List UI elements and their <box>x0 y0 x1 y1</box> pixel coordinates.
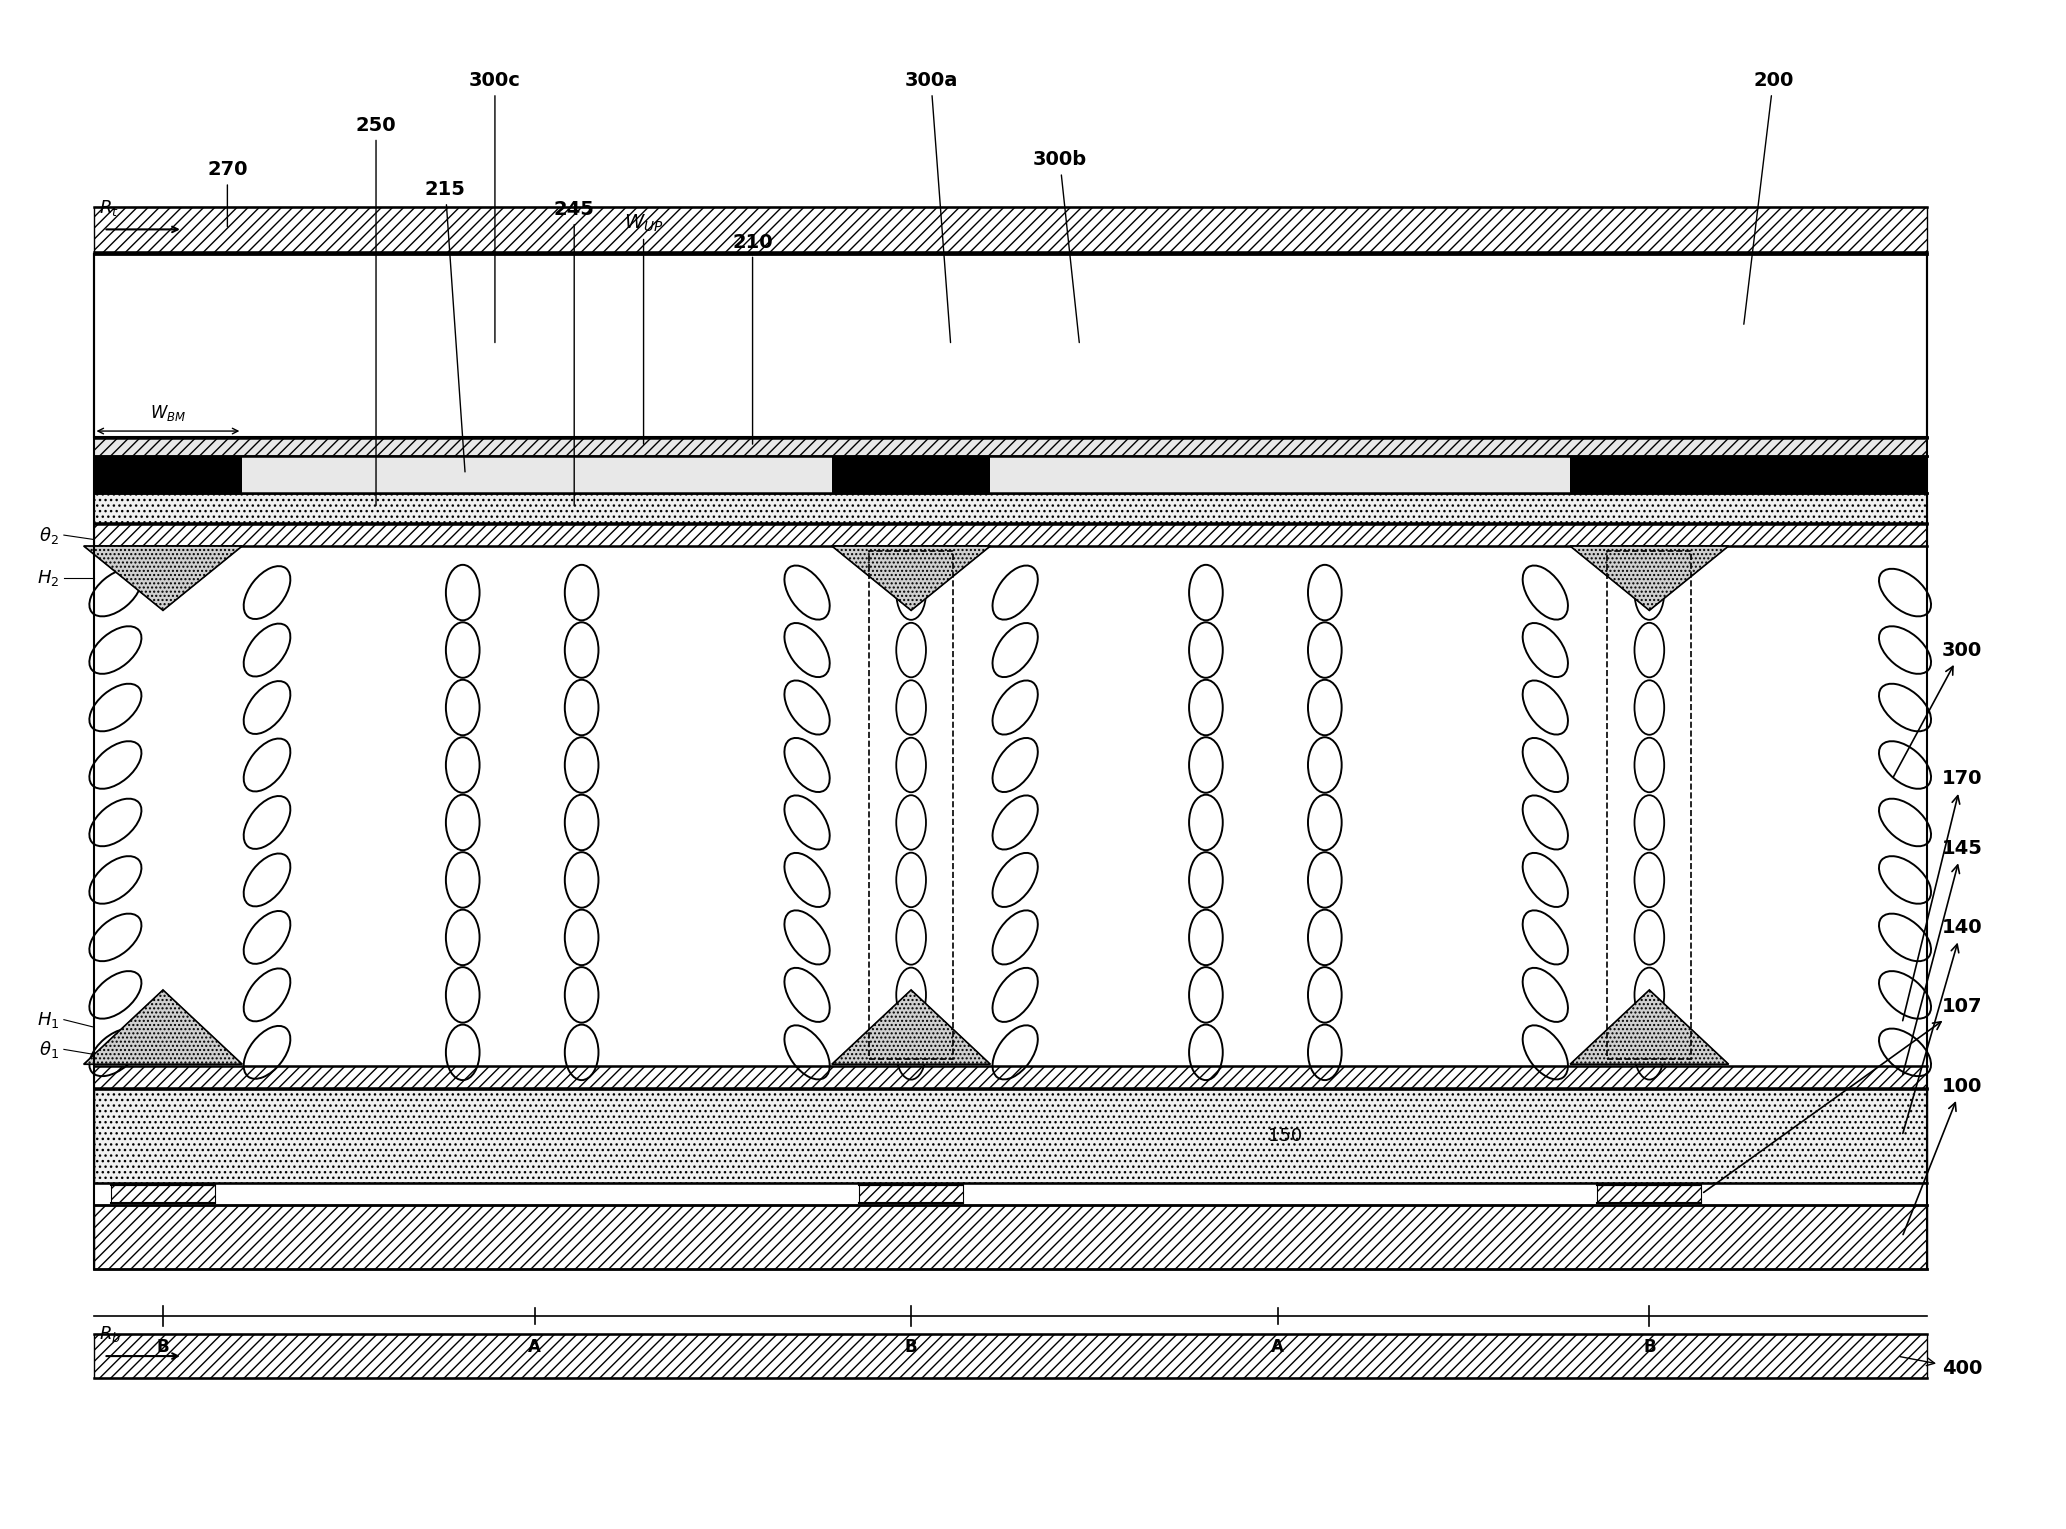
Text: $W_{UP}$: $W_{UP}$ <box>624 213 663 443</box>
Text: 300c: 300c <box>469 72 521 342</box>
Text: $R_b$: $R_b$ <box>99 1324 120 1344</box>
Polygon shape <box>833 546 990 610</box>
Polygon shape <box>85 546 242 610</box>
Text: $\theta_2$: $\theta_2$ <box>39 524 60 546</box>
Bar <box>93 206 1928 252</box>
Bar <box>93 1333 1928 1378</box>
Polygon shape <box>85 989 242 1064</box>
Text: 100: 100 <box>1903 1076 1981 1234</box>
Bar <box>93 1205 1928 1269</box>
Polygon shape <box>833 989 990 1064</box>
Text: $H_1$: $H_1$ <box>37 1009 60 1029</box>
Bar <box>93 254 1928 437</box>
Text: 245: 245 <box>554 200 595 506</box>
Bar <box>112 1185 215 1203</box>
Text: 200: 200 <box>1744 72 1793 324</box>
Text: 210: 210 <box>731 232 773 443</box>
Text: 145: 145 <box>1903 839 1983 1075</box>
Text: 140: 140 <box>1903 917 1981 1133</box>
Text: $H_2$: $H_2$ <box>37 569 60 589</box>
Text: 215: 215 <box>426 180 465 472</box>
Bar <box>93 456 1928 494</box>
Text: $R_t$: $R_t$ <box>99 197 118 217</box>
Bar <box>93 524 1928 546</box>
Bar <box>242 456 833 494</box>
Text: A: A <box>1271 1338 1285 1356</box>
Text: 400: 400 <box>1901 1356 1981 1378</box>
Bar <box>870 550 952 1060</box>
Text: 107: 107 <box>1704 997 1981 1193</box>
Text: 250: 250 <box>355 116 397 506</box>
Bar <box>93 437 1928 456</box>
Bar <box>93 546 1928 1064</box>
Bar <box>93 494 1928 523</box>
Text: $\theta_1$: $\theta_1$ <box>39 1038 60 1060</box>
Text: 170: 170 <box>1903 769 1981 1021</box>
Text: 270: 270 <box>207 161 248 226</box>
Text: B: B <box>157 1338 169 1356</box>
Text: $W_{BM}$: $W_{BM}$ <box>151 404 186 424</box>
Bar <box>93 1089 1928 1183</box>
Text: B: B <box>1642 1338 1655 1356</box>
Text: B: B <box>905 1338 917 1356</box>
Bar <box>1597 1185 1702 1203</box>
Text: 300: 300 <box>1892 641 1981 777</box>
Bar <box>859 1185 963 1203</box>
Text: 300a: 300a <box>905 72 959 342</box>
Polygon shape <box>1570 989 1729 1064</box>
Text: 300b: 300b <box>1033 150 1087 342</box>
Bar <box>93 1066 1928 1089</box>
Bar <box>1607 550 1692 1060</box>
Bar <box>990 456 1570 494</box>
Text: 150: 150 <box>1269 1127 1302 1145</box>
Polygon shape <box>1570 546 1729 610</box>
Text: A: A <box>529 1338 541 1356</box>
